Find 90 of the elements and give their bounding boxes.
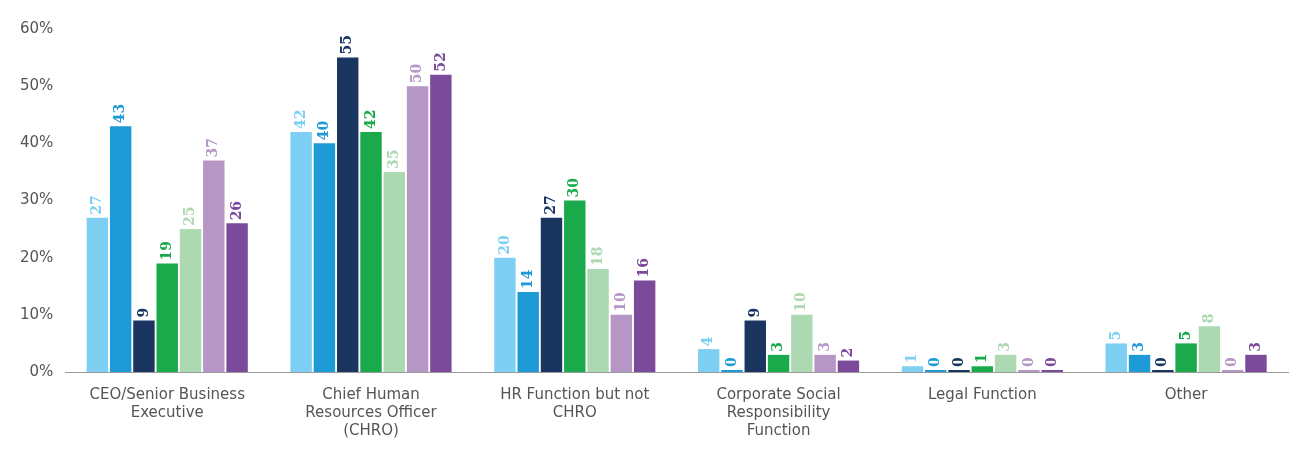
bar [814, 354, 836, 372]
y-tick-label: 40% [20, 133, 54, 152]
bar [837, 360, 860, 372]
data-label: 0 [949, 357, 966, 367]
x-tick-label: HR Function but not CHRO [500, 384, 650, 421]
data-label: 9 [745, 307, 762, 318]
data-label: 3 [1246, 342, 1263, 352]
data-label: 3 [815, 342, 832, 352]
bar [313, 143, 336, 372]
bar [994, 354, 1017, 372]
data-label: 5 [1106, 330, 1123, 341]
y-tick-label: 30% [20, 190, 54, 209]
bar [610, 314, 633, 372]
x-tick-label: CEO/Senior Business Executive [89, 384, 246, 421]
data-label: 18 [588, 246, 605, 267]
bar [133, 320, 155, 372]
bar [767, 354, 790, 372]
bar [517, 291, 539, 372]
x-tick-label: Chief Human Resources Officer (CHRO) [305, 384, 438, 439]
bar [1245, 354, 1267, 372]
data-label: 1 [903, 353, 920, 364]
data-label: 26 [227, 200, 244, 221]
bar [494, 257, 516, 372]
x-tick-label: Other [1164, 384, 1209, 403]
data-label: 50 [408, 63, 425, 84]
bar [179, 229, 202, 372]
data-label: 5 [1176, 330, 1193, 341]
data-label: 4 [699, 336, 716, 347]
y-tick-label: 10% [20, 304, 54, 323]
data-label: 37 [204, 138, 221, 158]
data-label: 25 [181, 206, 198, 227]
data-label: 40 [315, 120, 332, 141]
bar [633, 280, 656, 372]
bar [1198, 326, 1221, 372]
bar [697, 349, 720, 372]
data-label: 16 [635, 258, 652, 278]
bar [564, 200, 586, 372]
bar [360, 131, 382, 372]
data-label: 0 [1223, 357, 1240, 367]
data-label: 27 [88, 195, 104, 215]
bar [587, 269, 609, 372]
data-label: 0 [1153, 357, 1170, 367]
data-label: 19 [157, 240, 174, 261]
data-label: 20 [495, 234, 512, 255]
y-tick-label: 50% [20, 76, 54, 95]
bar [540, 217, 563, 372]
data-label: 42 [361, 109, 378, 129]
data-label: 30 [565, 177, 582, 198]
bar [109, 126, 132, 372]
data-label: 55 [338, 35, 355, 55]
data-label: 10 [792, 292, 809, 312]
bar [203, 160, 225, 372]
bar [1175, 343, 1197, 372]
data-label: 14 [518, 269, 535, 289]
data-label: 0 [722, 357, 739, 367]
data-label: 43 [111, 103, 128, 124]
x-tick-label: Corporate Social Responsibility Function [716, 384, 841, 439]
data-label: 0 [1019, 357, 1036, 367]
bar [406, 86, 429, 372]
bar [290, 131, 312, 372]
bar [337, 57, 359, 372]
data-label: 0 [1042, 357, 1059, 367]
data-label: 3 [769, 342, 786, 352]
data-label: 2 [839, 347, 856, 358]
bar [1105, 343, 1127, 372]
bar [86, 217, 109, 372]
bar [901, 366, 924, 372]
bar [383, 171, 406, 372]
data-label: 3 [1130, 342, 1147, 352]
data-label: 1 [972, 353, 989, 364]
y-tick-label: 60% [20, 18, 54, 37]
data-label: 8 [1200, 313, 1217, 324]
bar [1128, 354, 1151, 372]
data-label: 27 [542, 195, 559, 215]
data-label: 52 [431, 52, 448, 72]
data-label: 42 [291, 109, 308, 129]
data-label: 9 [134, 307, 151, 318]
data-label: 3 [996, 342, 1013, 352]
data-label: 0 [926, 357, 943, 367]
bar [156, 263, 178, 372]
bar [430, 74, 452, 372]
y-tick-label: 20% [20, 247, 54, 266]
x-tick-label: Legal Function [927, 384, 1037, 403]
bar [791, 314, 813, 372]
y-tick-label: 0% [29, 361, 54, 380]
bar [226, 223, 248, 372]
data-label: 10 [612, 292, 628, 312]
data-label: 35 [384, 149, 401, 169]
bar [971, 366, 994, 372]
bar [744, 320, 766, 372]
